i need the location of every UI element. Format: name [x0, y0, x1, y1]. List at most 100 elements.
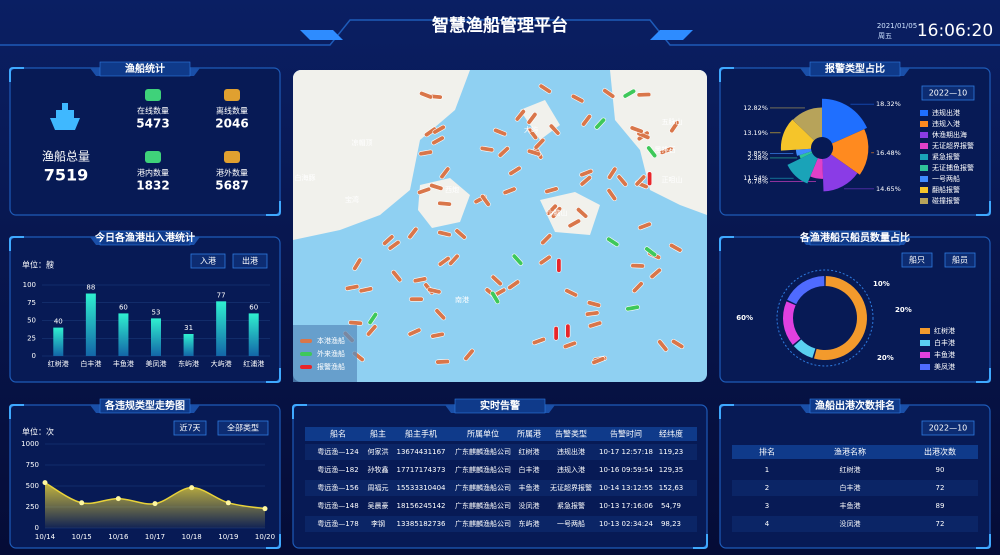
button[interactable]: [232, 253, 268, 269]
table-cell: 72: [936, 484, 945, 492]
legend-swatch: [920, 176, 928, 182]
stat-label: 离线数量: [216, 106, 248, 116]
header-deco: [300, 30, 693, 40]
table-cell: 丰鱼港: [519, 483, 540, 492]
legend-label: 违规入港: [932, 119, 960, 128]
map-label: 南港: [455, 295, 469, 304]
map-land: [520, 100, 560, 140]
bar: [183, 333, 194, 356]
table-cell: 18156245142: [397, 502, 446, 510]
table-cell: 吴晨豪: [368, 501, 389, 510]
dropdown-label[interactable]: 2022—10: [929, 424, 968, 433]
dropdown-label[interactable]: 全部类型: [227, 423, 259, 433]
table-cell: 白丰港: [840, 483, 861, 492]
table-cell: 粤远渔—182: [317, 465, 358, 474]
ship: [637, 221, 652, 231]
ship: [526, 112, 538, 125]
button[interactable]: [173, 420, 207, 436]
unit-label: 单位：艘: [22, 260, 54, 270]
panel-corner: [9, 404, 281, 549]
dropdown[interactable]: [921, 85, 975, 101]
x-tick-label: 10/18: [182, 533, 202, 541]
ship: [526, 148, 542, 157]
stat-value: 1832: [136, 179, 169, 193]
stat-icon: [145, 89, 161, 101]
ship: [533, 137, 546, 150]
button[interactable]: [944, 252, 976, 268]
ship: [431, 135, 445, 146]
dropdown[interactable]: [217, 420, 269, 436]
table-cell: 129,35: [659, 466, 684, 474]
button-label[interactable]: 入港: [200, 256, 216, 266]
panel-title-bg: [809, 230, 901, 246]
ship: [657, 339, 669, 352]
panel-title: 实时告警: [480, 399, 520, 412]
ship: [358, 286, 374, 294]
panel-title-bg: [99, 398, 191, 414]
ship: [412, 276, 428, 284]
ship: [417, 186, 432, 195]
ship: [418, 149, 433, 157]
button[interactable]: [901, 252, 933, 268]
panel-title: 报警类型占比: [825, 62, 885, 75]
legend-swatch: [920, 110, 928, 116]
table-cell: 一号两船: [557, 519, 585, 528]
legend-swatch: [920, 328, 930, 334]
ship: [352, 257, 363, 271]
ship: [669, 242, 683, 253]
table-cell: 红树港: [840, 465, 861, 474]
stat-label: 港外数量: [216, 168, 248, 178]
table-row-bg: [732, 480, 978, 496]
rose-slice: [795, 148, 812, 156]
button-label[interactable]: 船只: [909, 255, 925, 265]
ship: [479, 145, 495, 153]
y-tick-label: 50: [27, 317, 36, 325]
button[interactable]: [190, 253, 226, 269]
table-header-bg: [305, 427, 697, 441]
stat-value: 7519: [44, 166, 89, 185]
rose-slice: [799, 151, 813, 159]
button-label[interactable]: 船员: [952, 255, 968, 265]
point: [79, 500, 85, 506]
data-label: 11.54%: [743, 174, 768, 182]
legend-swatch: [920, 352, 930, 358]
panel-title: 渔船出港次数排名: [815, 399, 895, 412]
table-cell: 54,79: [661, 502, 681, 510]
ship: [344, 284, 360, 291]
data-label: 60%: [736, 314, 753, 322]
table-cell: 广东麒麟渔船公司: [455, 447, 511, 456]
panel-frame: [9, 67, 281, 216]
ship: [430, 331, 445, 339]
ship: [581, 113, 592, 127]
x-tick-label: 红树港: [48, 359, 69, 368]
ship: [579, 175, 592, 187]
dropdown-label[interactable]: 2022—10: [929, 89, 968, 98]
table-cell: 10-16 09:59:54: [599, 466, 654, 474]
table-cell: 孙牧鑫: [368, 465, 389, 474]
x-tick-label: 白丰港: [80, 359, 101, 368]
data-label: 10%: [873, 280, 890, 288]
ship: [454, 228, 467, 240]
panel-title: 渔船统计: [125, 62, 165, 75]
table-cell: 没凤港: [840, 519, 861, 528]
ship: [439, 166, 451, 180]
legend-swatch: [920, 187, 928, 193]
table-cell: 89: [936, 502, 945, 510]
legend-swatch: [300, 365, 312, 369]
ship: [646, 145, 658, 159]
table-header: 渔港名称: [834, 447, 866, 457]
table-cell: 98,23: [661, 520, 681, 528]
legend-swatch: [920, 198, 928, 204]
table-row-bg: [305, 444, 697, 460]
dropdown[interactable]: [921, 420, 975, 436]
button-label[interactable]: 出港: [242, 256, 258, 266]
data-label: 77: [217, 291, 226, 299]
stat-icon: [224, 151, 240, 163]
ship: [387, 239, 401, 251]
data-label: 13.19%: [743, 129, 768, 137]
ship: [502, 186, 517, 196]
rose-slice: [810, 158, 824, 179]
legend-swatch: [300, 352, 312, 356]
donut-slice: [793, 339, 816, 359]
button-label[interactable]: 近7天: [179, 423, 200, 433]
